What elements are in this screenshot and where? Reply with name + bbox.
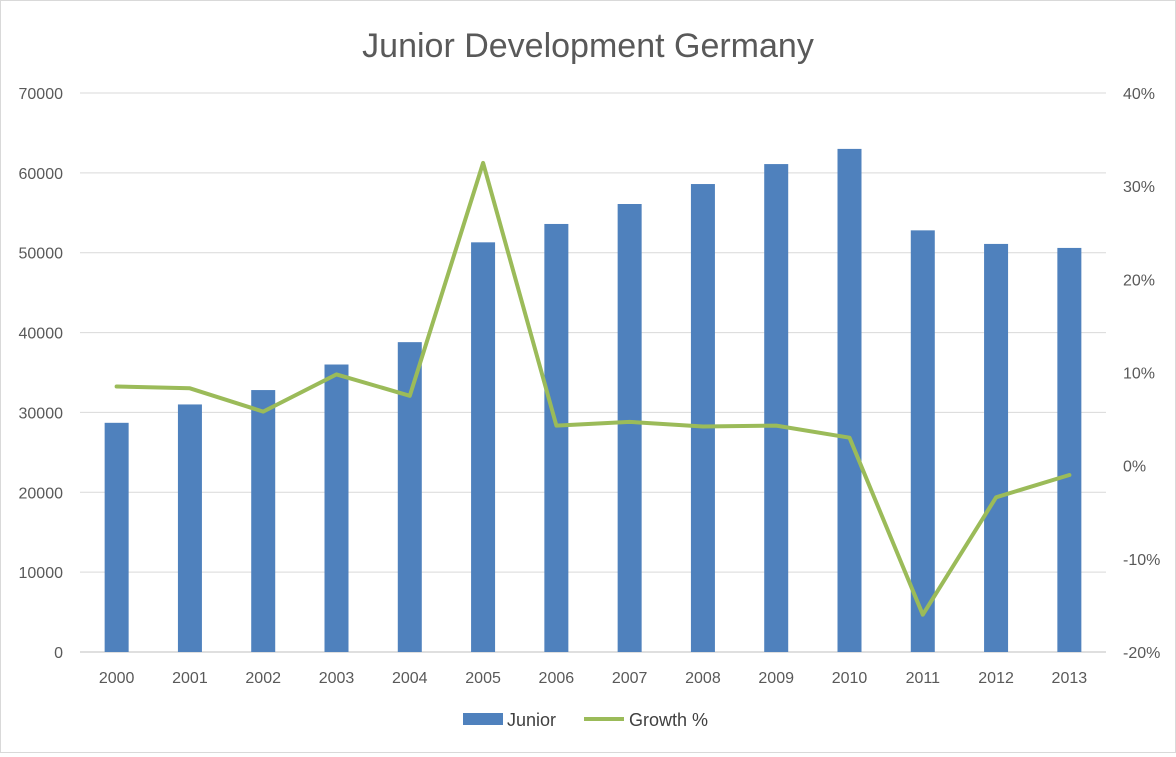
left-tick-label: 20000 <box>19 485 64 502</box>
bar-2009 <box>764 164 789 652</box>
x-tick-label: 2005 <box>465 670 501 687</box>
left-tick-label: 50000 <box>19 246 64 263</box>
bar-2006 <box>544 223 569 653</box>
x-tick-label: 2013 <box>1052 670 1088 687</box>
right-tick-label: 40% <box>1123 86 1155 103</box>
bar-2002 <box>251 390 276 652</box>
bar-2011 <box>910 230 935 652</box>
bar-2007 <box>617 204 642 652</box>
x-tick-label: 2011 <box>906 670 941 687</box>
right-tick-label: 20% <box>1123 272 1155 289</box>
bar-2001 <box>177 404 202 652</box>
x-tick-label: 2012 <box>978 670 1014 687</box>
gridlines <box>80 92 1106 653</box>
legend-label-junior: Junior <box>507 710 556 730</box>
bar-2010 <box>837 148 862 652</box>
chart-title: Junior Development Germany <box>362 27 814 65</box>
right-tick-label: 30% <box>1123 179 1155 196</box>
bar-2003 <box>324 364 349 652</box>
x-tick-label: 2010 <box>832 670 868 687</box>
line-series-growth <box>114 160 1072 617</box>
x-tick-label: 2001 <box>172 670 208 687</box>
x-axis-tick-labels: 2000 2001 2002 2003 2004 2005 2006 2007 2008 2009… <box>99 670 1087 687</box>
x-tick-label: 2007 <box>612 670 648 687</box>
right-tick-label: -20% <box>1123 645 1160 662</box>
right-tick-label: 0% <box>1123 459 1146 476</box>
x-tick-label: 2006 <box>539 670 575 687</box>
legend-swatch-junior <box>463 713 503 725</box>
bar-2012 <box>984 243 1009 652</box>
left-tick-label: 70000 <box>19 86 64 103</box>
right-tick-label: 10% <box>1123 366 1155 383</box>
bar-2013 <box>1057 247 1082 652</box>
x-tick-label: 2003 <box>319 670 355 687</box>
left-tick-label: 60000 <box>19 166 64 183</box>
left-axis-tick-labels: 0 10000 20000 30000 40000 50000 60000 70000 <box>19 86 64 662</box>
x-tick-label: 2002 <box>245 670 281 687</box>
x-tick-label: 2004 <box>392 670 428 687</box>
legend: Junior Growth % <box>463 710 708 730</box>
growth-line <box>114 160 1072 617</box>
bar-2004 <box>397 342 422 652</box>
right-axis-tick-labels: -20% -10% 0% 10% 20% 30% 40% <box>1123 86 1160 662</box>
bar-2008 <box>690 184 715 652</box>
bar-series-junior <box>104 148 1082 653</box>
x-tick-label: 2008 <box>685 670 721 687</box>
x-tick-label: 2000 <box>99 670 135 687</box>
left-tick-label: 10000 <box>19 565 64 582</box>
x-tick-label: 2009 <box>758 670 794 687</box>
left-tick-label: 30000 <box>19 405 64 422</box>
bar-2005 <box>471 242 496 652</box>
bar-2000 <box>104 422 129 652</box>
right-tick-label: -10% <box>1123 552 1160 569</box>
left-tick-label: 0 <box>54 645 63 662</box>
left-tick-label: 40000 <box>19 326 64 343</box>
legend-label-growth: Growth % <box>629 710 708 730</box>
